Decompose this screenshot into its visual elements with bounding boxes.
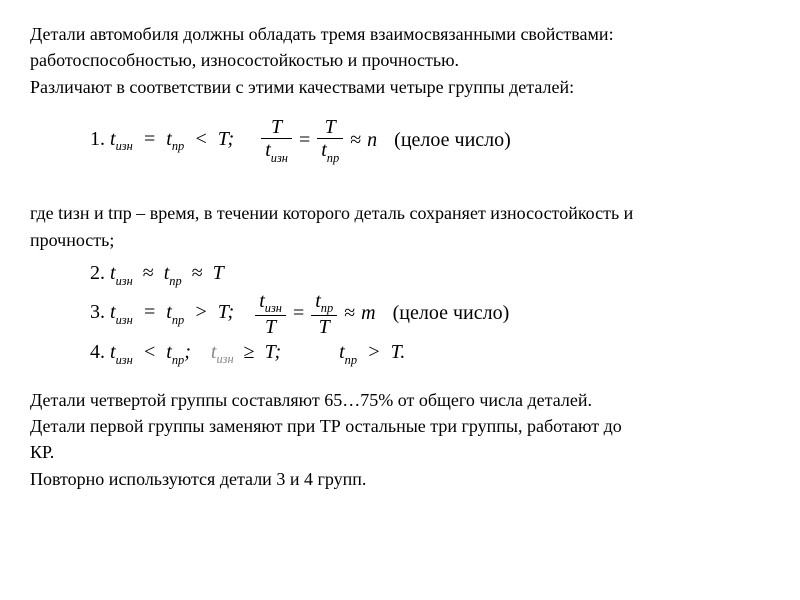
- outro-line-3: КР.: [30, 440, 770, 464]
- eq1-right: T tизн = T tпр ≈ n (целое число): [260, 117, 511, 163]
- equation-1: 1. tизн = tпр < T; T tизн = T tпр ≈ n (ц…: [90, 117, 770, 163]
- equation-4: 4. tизн < tпр; tизн ≥ T; tпр > T.: [90, 339, 770, 368]
- intro-line-3: Различают в соответствии с этими качеств…: [30, 75, 770, 99]
- eq1-left: 1. tизн = tпр < T;: [90, 126, 234, 155]
- eq4-number: 4.: [90, 341, 105, 363]
- frac-tizn-over-T: tизн T: [255, 291, 286, 337]
- frac-tpr-over-T: tпр T: [311, 291, 337, 337]
- intro-line-1: Детали автомобиля должны обладать тремя …: [30, 22, 770, 46]
- eq2-number: 2.: [90, 262, 105, 284]
- eq3-number: 3.: [90, 301, 105, 323]
- eq1-trail: (целое число): [394, 127, 511, 154]
- eq3-trail: (целое число): [393, 300, 510, 327]
- defn-line-1: где tизн и tпр – время, в течении которо…: [30, 201, 770, 225]
- equation-3: 3. tизн = tпр > T; tизн T = tпр T: [90, 291, 770, 337]
- intro-line-2: работоспособностью, износостойкостью и п…: [30, 48, 770, 72]
- equation-2: 2. tизн ≈ tпр ≈ T: [90, 260, 770, 289]
- equation-block-234: 2. tизн ≈ tпр ≈ T 3. tизн = tпр > T; tиз…: [90, 260, 770, 368]
- eq1-number: 1.: [90, 128, 105, 150]
- outro-line-4: Повторно используются детали 3 и 4 групп…: [30, 467, 770, 491]
- outro-line-1: Детали четвертой группы составляют 65…75…: [30, 388, 770, 412]
- outro-line-2: Детали первой группы заменяют при ТР ост…: [30, 414, 770, 438]
- defn-line-2: прочность;: [30, 228, 770, 252]
- document-page: Детали автомобиля должны обладать тремя …: [0, 0, 800, 491]
- frac-T-over-tizn: T tизн: [261, 117, 292, 163]
- frac-T-over-tpr: T tпр: [317, 117, 343, 163]
